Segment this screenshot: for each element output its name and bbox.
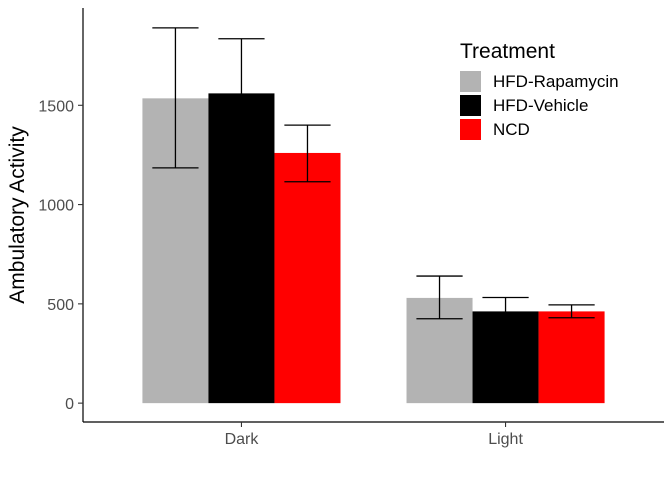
error-bars-layer [152,27,595,325]
x-ticks: Dark Light [225,422,523,448]
legend-item-ncd: NCD [460,119,530,140]
y-ticks: 0 500 1000 1500 [38,98,83,413]
y-tick-label: 1500 [38,98,74,115]
bar-light-ncd [538,311,605,404]
bar-light-hfd-vehicle [472,311,539,404]
y-tick-label: 0 [65,396,74,413]
legend-item-hfd-vehicle: HFD-Vehicle [460,95,588,116]
legend-title: Treatment [460,40,555,63]
error-bar-dark-hfd-vehicle [218,38,265,148]
legend: Treatment HFD-Rapamycin HFD-Vehicle NCD [460,40,619,140]
error-bar-light-hfd-vehicle [482,296,529,325]
y-tick-label: 500 [47,297,74,314]
bar-dark-ncd [274,152,341,404]
legend-key [460,95,481,116]
error-bar-dark-ncd [284,124,331,183]
error-bar-dark-hfd-rapamycin [152,27,199,169]
x-tick-label-light: Light [488,431,523,448]
legend-item-hfd-rapamycin: HFD-Rapamycin [460,71,619,92]
legend-label: NCD [493,120,530,139]
legend-key [460,119,481,140]
error-bar-light-ncd [548,304,595,319]
y-axis-title: Ambulatory Activity [6,126,29,304]
y-tick-label: 1000 [38,198,74,215]
error-bar-light-hfd-rapamycin [416,275,463,320]
legend-label: HFD-Vehicle [493,96,588,115]
legend-key [460,71,481,92]
bars-layer [142,93,605,404]
legend-label: HFD-Rapamycin [493,72,619,91]
x-tick-label-dark: Dark [225,431,260,448]
